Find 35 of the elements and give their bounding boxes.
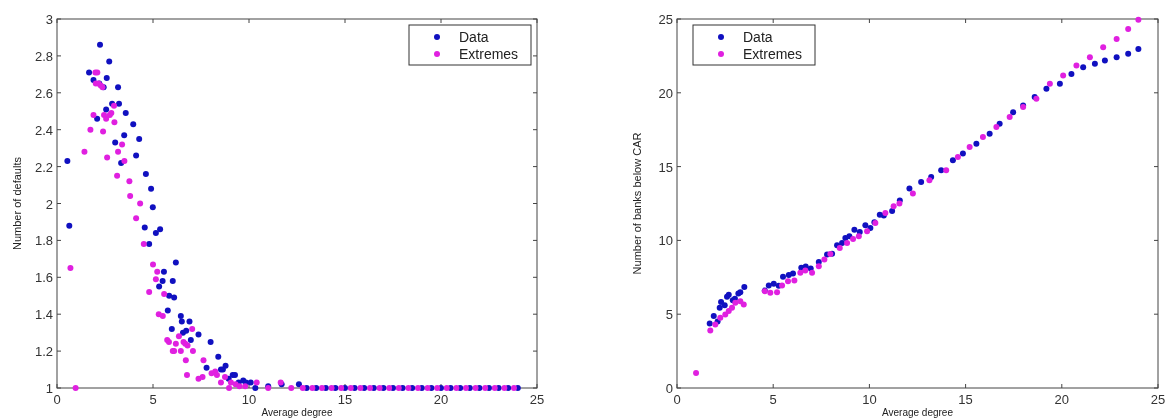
x-axis-title: Average degree: [882, 407, 954, 418]
y-tick-label: 1.8: [34, 233, 53, 249]
x-tick-label: 15: [337, 392, 353, 407]
x-tick-label: 10: [862, 392, 877, 407]
x-tick-label: 20: [433, 392, 449, 407]
x-tick-label: 5: [769, 392, 777, 407]
y-tick-label: 10: [658, 233, 673, 249]
y-tick-label: 2.6: [34, 85, 53, 101]
y-axis-title: Number of banks below CAR: [631, 132, 643, 275]
y-tick-label: 25: [658, 12, 673, 27]
y-tick-label: 1.6: [34, 270, 53, 286]
legend-label: Extremes: [459, 46, 519, 62]
y-tick-label: 3: [45, 12, 53, 27]
x-tick-label: 25: [1150, 392, 1166, 407]
y-tick-label: 1: [45, 381, 53, 396]
x-tick-label: 10: [241, 392, 257, 407]
x-axis-title: Average degree: [261, 407, 333, 418]
y-tick-label: 1.4: [34, 307, 53, 323]
y-tick-label: 15: [658, 159, 673, 175]
y-axis-title: Number of defaults: [11, 156, 23, 250]
y-tick-label: 1.2: [34, 344, 53, 360]
legend-label: Data: [743, 29, 773, 45]
x-tick-label: 15: [958, 392, 973, 407]
y-tick-label: 2: [45, 196, 53, 212]
y-tick-label: 0: [665, 381, 673, 396]
y-tick-label: 20: [658, 85, 673, 101]
legend-label: Extremes: [743, 46, 803, 62]
y-tick-label: 5: [665, 307, 673, 323]
x-tick-label: 25: [529, 392, 545, 407]
x-tick-label: 20: [1054, 392, 1070, 407]
x-tick-label: 5: [149, 392, 157, 407]
legend-label: Data: [459, 29, 489, 45]
y-tick-label: 2.2: [34, 159, 53, 175]
y-tick-label: 2.4: [34, 122, 53, 138]
y-tick-label: 2.8: [34, 48, 53, 64]
